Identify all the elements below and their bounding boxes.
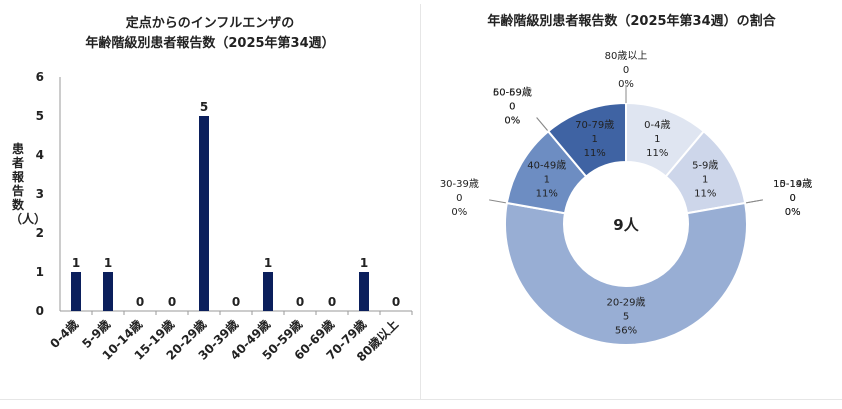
bar-5-9歳 bbox=[103, 272, 113, 311]
slice-label: 0-4歳 bbox=[644, 119, 670, 131]
y-tick-label: 5 bbox=[36, 109, 44, 123]
donut-chart: 0-4歳 1 11% 5-9歳 1 11% 10-14歳 0 0% 15-19歳 0 0% 20-29歳… bbox=[440, 50, 812, 346]
bar-20-29歳 bbox=[199, 116, 209, 311]
y-tick-label: 4 bbox=[36, 148, 44, 162]
donut-chart-title: 年齢階級別患者報告数（2025年第34週）の割合 bbox=[487, 14, 776, 29]
data-label: 0 bbox=[392, 295, 400, 309]
data-label: 0 bbox=[328, 295, 336, 309]
x-tick-label: 0-4歳 bbox=[47, 317, 81, 351]
slice-label: 10-14歳 bbox=[773, 178, 812, 190]
data-label: 1 bbox=[264, 256, 272, 270]
slice-label: 20-29歳 bbox=[606, 297, 645, 309]
slice-label: 50-59歳 bbox=[493, 86, 532, 98]
bar-chart-title-line1: 定点からのインフルエンザの bbox=[125, 16, 295, 31]
bar-chart-panel: 定点からのインフルエンザの 年齢階級別患者報告数（2025年第34週） 患者報告… bbox=[0, 0, 420, 409]
leader-line bbox=[745, 199, 763, 204]
data-label: 5 bbox=[200, 100, 208, 114]
slice-label: 5-9歳 bbox=[692, 159, 718, 171]
slice-label: 40-49歳 bbox=[527, 159, 566, 171]
slice-percent: 0% bbox=[618, 79, 634, 90]
slice-count: 0 bbox=[509, 101, 515, 112]
slice-percent: 0% bbox=[785, 207, 801, 218]
data-label: 1 bbox=[360, 256, 368, 270]
slice-percent: 0% bbox=[785, 207, 801, 218]
slice-count: 1 bbox=[702, 174, 708, 185]
bar-chart-title-line2: 年齢階級別患者報告数（2025年第34週） bbox=[85, 36, 335, 51]
panel-divider bbox=[420, 4, 421, 399]
bar-0-4歳 bbox=[71, 272, 81, 311]
slice-percent: 11% bbox=[584, 148, 606, 159]
slice-count: 0 bbox=[623, 65, 629, 76]
slice-count: 0 bbox=[456, 193, 462, 204]
slice-count: 0 bbox=[509, 101, 515, 112]
data-label: 0 bbox=[232, 295, 240, 309]
donut-center-label: 9人 bbox=[613, 216, 639, 234]
bar-chart: 012345610-4歳15-9歳010-14歳015-19歳520-29歳03… bbox=[36, 70, 413, 364]
slice-count: 1 bbox=[544, 174, 550, 185]
slice-percent: 0% bbox=[451, 207, 467, 218]
y-tick-label: 1 bbox=[36, 265, 44, 279]
data-label: 1 bbox=[104, 256, 112, 270]
slice-label: 60-69歳 bbox=[493, 86, 532, 98]
leader-line bbox=[536, 117, 549, 132]
slice-percent: 0% bbox=[504, 115, 520, 126]
leader-line bbox=[489, 199, 507, 204]
slice-count: 1 bbox=[654, 134, 660, 145]
data-label: 0 bbox=[136, 295, 144, 309]
slice-label: 30-39歳 bbox=[440, 178, 479, 190]
y-tick-label: 0 bbox=[36, 304, 44, 318]
slice-percent: 11% bbox=[536, 188, 558, 199]
slice-percent: 56% bbox=[615, 326, 637, 337]
data-label: 1 bbox=[72, 256, 80, 270]
slice-count: 5 bbox=[623, 312, 629, 323]
bar-70-79歳 bbox=[359, 272, 369, 311]
slice-count: 1 bbox=[592, 134, 598, 145]
slice-percent: 11% bbox=[694, 188, 716, 199]
slice-count: 0 bbox=[789, 193, 795, 204]
data-label: 0 bbox=[296, 295, 304, 309]
y-tick-label: 6 bbox=[36, 70, 44, 84]
donut-slice-20-29歳 bbox=[504, 201, 748, 346]
y-tick-label: 2 bbox=[36, 226, 44, 240]
bar-40-49歳 bbox=[263, 272, 273, 311]
slice-percent: 0% bbox=[504, 115, 520, 126]
y-tick-label: 3 bbox=[36, 187, 44, 201]
donut-chart-panel: 年齢階級別患者報告数（2025年第34週）の割合 0-4歳 1 11% 5-9歳 1 11… bbox=[421, 0, 842, 409]
data-label: 0 bbox=[168, 295, 176, 309]
slice-label: 15-19歳 bbox=[773, 178, 812, 190]
slice-label: 70-79歳 bbox=[575, 119, 614, 131]
slice-label: 80歳以上 bbox=[605, 50, 648, 62]
slice-percent: 11% bbox=[646, 148, 668, 159]
bottom-divider bbox=[0, 399, 842, 400]
donut-slice-70-79歳 bbox=[546, 101, 627, 178]
slice-count: 0 bbox=[789, 193, 795, 204]
